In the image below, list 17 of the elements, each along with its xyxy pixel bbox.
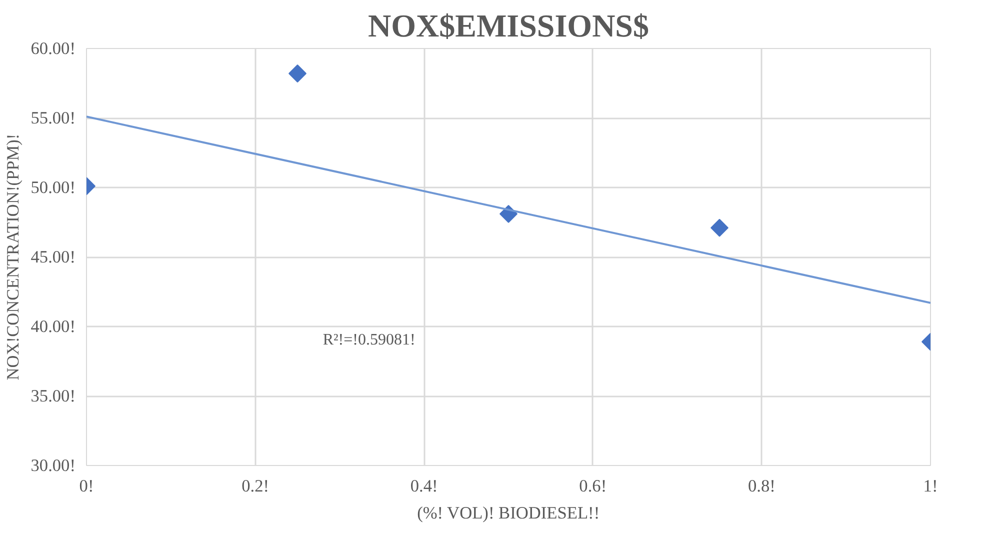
x-tick-label: 0.8! (748, 476, 776, 496)
y-tick-label: 40.00! (30, 317, 76, 336)
x-tick-label: 0.2! (242, 476, 270, 496)
x-axis-title: (%! VOL)! BIODIESEL!! (417, 504, 600, 522)
x-tick-label: 0.6! (579, 476, 607, 496)
y-tick-label: 35.00! (30, 386, 76, 406)
y-tick-label: 30.00! (30, 456, 76, 475)
y-tick-label: 55.00! (30, 108, 76, 128)
y-tick-label: 45.00! (30, 248, 76, 266)
chart-title: NOX$EMISSIONS$ (368, 8, 649, 44)
x-tick-label: 0! (79, 476, 94, 496)
y-axis-title: NOX!CONCENTRATION!(PPM)! (4, 134, 23, 380)
y-tick-label: 60.00! (30, 39, 76, 58)
annotation: R²!=!0.59081! (322, 332, 416, 349)
x-tick-label: 0.4! (410, 476, 438, 496)
y-tick-label: 50.00! (30, 178, 76, 197)
x-tick-label: 1! (923, 476, 938, 496)
